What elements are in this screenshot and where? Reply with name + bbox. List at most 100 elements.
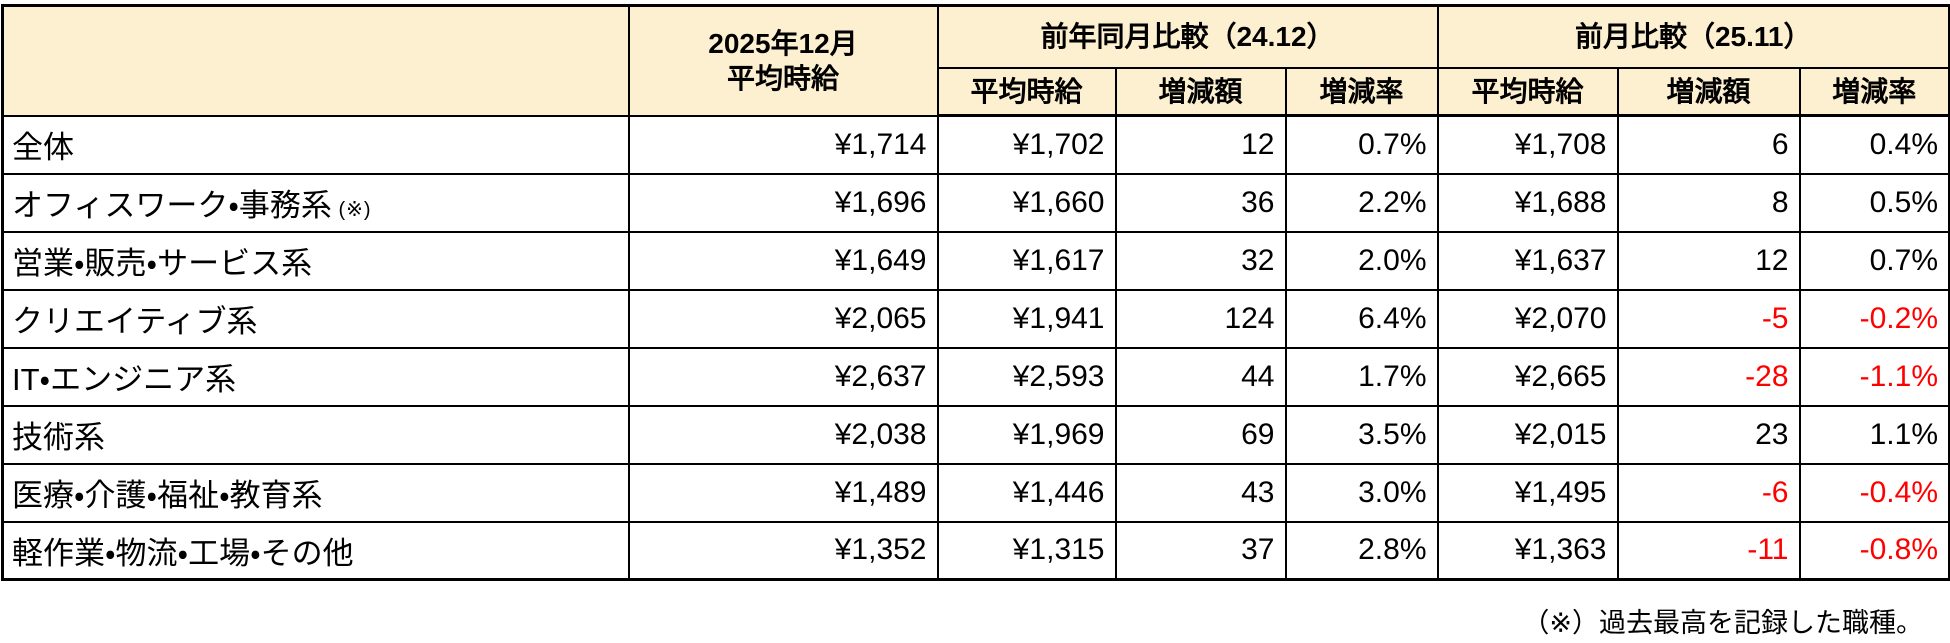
row-label-text: 技術系 [12, 420, 105, 455]
cell-mom-diff: 6 [1616, 114, 1801, 175]
cell-yoy-avg: ¥1,941 [936, 288, 1117, 349]
header-current-month-line1: 2025年12月 [708, 27, 858, 59]
row-label-text: クリエイティブ系 [12, 304, 258, 339]
row-label-suffix: (※) [331, 199, 372, 221]
row-label: 軽作業・物流・工場・その他 [1, 520, 630, 581]
cell-mom-avg: ¥1,708 [1436, 114, 1619, 175]
cell-mom-rate: -0.2% [1798, 288, 1950, 349]
cell-yoy-avg: ¥2,593 [936, 346, 1117, 407]
cell-yoy-diff: 69 [1114, 404, 1287, 465]
cell-current-avg: ¥1,714 [627, 114, 939, 175]
table-row-sales: 営業・販売・サービス系 ¥1,649 ¥1,617 32 2.0% ¥1,637… [1, 230, 1950, 291]
cell-current-avg: ¥1,696 [627, 172, 939, 233]
header-yoy-diff: 増減額 [1114, 66, 1287, 117]
cell-yoy-avg: ¥1,315 [936, 520, 1117, 581]
header-mom-group: 前月比較（25.11） [1436, 4, 1950, 69]
table-row-light-work: 軽作業・物流・工場・その他 ¥1,352 ¥1,315 37 2.8% ¥1,3… [1, 520, 1950, 581]
cell-mom-avg: ¥2,070 [1436, 288, 1619, 349]
cell-current-avg: ¥2,637 [627, 346, 939, 407]
cell-yoy-diff: 36 [1114, 172, 1287, 233]
cell-mom-rate: 1.1% [1798, 404, 1950, 465]
row-label: 技術系 [1, 404, 630, 465]
cell-yoy-rate: 3.5% [1284, 404, 1439, 465]
header-mom-diff: 増減額 [1616, 66, 1801, 117]
header-row-subcolumns: 平均時給 増減額 増減率 平均時給 増減額 増減率 [3, 66, 1950, 117]
cell-yoy-avg: ¥1,702 [936, 114, 1117, 175]
row-label-text: IT・エンジニア系 [12, 362, 237, 397]
cell-yoy-rate: 2.8% [1284, 520, 1439, 581]
cell-mom-diff: 12 [1616, 230, 1801, 291]
cell-yoy-avg: ¥1,446 [936, 462, 1117, 523]
row-label: 全体 [1, 114, 630, 175]
cell-mom-rate: 0.7% [1798, 230, 1950, 291]
header-yoy-group: 前年同月比較（24.12） [936, 4, 1439, 69]
cell-mom-avg: ¥1,495 [1436, 462, 1619, 523]
cell-mom-avg: ¥1,363 [1436, 520, 1619, 581]
cell-mom-avg: ¥1,688 [1436, 172, 1619, 233]
table-row-it-engineer: IT・エンジニア系 ¥2,637 ¥2,593 44 1.7% ¥2,665 -… [1, 346, 1950, 407]
cell-yoy-avg: ¥1,969 [936, 404, 1117, 465]
row-label-text: 軽作業・物流・工場・その他 [12, 535, 354, 571]
cell-current-avg: ¥1,489 [627, 462, 939, 523]
table-row-creative: クリエイティブ系 ¥2,065 ¥1,941 124 6.4% ¥2,070 -… [1, 288, 1950, 349]
cell-current-avg: ¥2,038 [627, 404, 939, 465]
wage-table: 2025年12月 平均時給 前年同月比較（24.12） 前月比較（25.11） … [1, 4, 1950, 581]
header-mom-avg: 平均時給 [1436, 66, 1619, 117]
cell-yoy-rate: 2.0% [1284, 230, 1439, 291]
cell-current-avg: ¥1,352 [627, 520, 939, 581]
footnote: （※）過去最高を記録した職種。 [1522, 608, 1923, 638]
header-mom-rate: 増減率 [1798, 66, 1950, 117]
row-label-text: オフィスワーク・事務系 [12, 188, 332, 223]
header-yoy-avg: 平均時給 [936, 66, 1117, 117]
cell-yoy-diff: 32 [1114, 230, 1287, 291]
header-yoy-rate: 増減率 [1284, 66, 1439, 117]
row-label-text: 全体 [12, 130, 74, 165]
cell-mom-rate: -0.8% [1798, 520, 1950, 581]
cell-mom-diff: 8 [1616, 172, 1801, 233]
row-label: オフィスワーク・事務系 (※) [1, 172, 630, 233]
cell-mom-avg: ¥2,015 [1436, 404, 1619, 465]
cell-mom-diff: -6 [1616, 462, 1801, 523]
cell-current-avg: ¥2,065 [627, 288, 939, 349]
table-row-overall: 全体 ¥1,714 ¥1,702 12 0.7% ¥1,708 6 0.4% [1, 114, 1950, 175]
cell-current-avg: ¥1,649 [627, 230, 939, 291]
cell-mom-rate: -1.1% [1798, 346, 1950, 407]
cell-mom-rate: -0.4% [1798, 462, 1950, 523]
cell-mom-diff: -5 [1616, 288, 1801, 349]
cell-yoy-diff: 44 [1114, 346, 1287, 407]
row-label: 営業・販売・サービス系 [1, 230, 630, 291]
table-row-office: オフィスワーク・事務系 (※) ¥1,696 ¥1,660 36 2.2% ¥1… [1, 172, 1950, 233]
cell-mom-rate: 0.4% [1798, 114, 1950, 175]
cell-yoy-diff: 124 [1114, 288, 1287, 349]
cell-yoy-rate: 2.2% [1284, 172, 1439, 233]
cell-yoy-diff: 12 [1114, 114, 1287, 175]
cell-yoy-rate: 3.0% [1284, 462, 1439, 523]
row-label-text: 営業・販売・サービス系 [12, 246, 313, 281]
cell-yoy-diff: 43 [1114, 462, 1287, 523]
row-label: クリエイティブ系 [1, 288, 630, 349]
cell-yoy-rate: 0.7% [1284, 114, 1439, 175]
table-row-technical: 技術系 ¥2,038 ¥1,969 69 3.5% ¥2,015 23 1.1% [1, 404, 1950, 465]
row-label: IT・エンジニア系 [1, 346, 630, 407]
cell-mom-diff: -28 [1616, 346, 1801, 407]
row-label-text: 医療・介護・福祉・教育系 [12, 478, 323, 513]
cell-yoy-avg: ¥1,617 [936, 230, 1117, 291]
row-label: 医療・介護・福祉・教育系 [1, 462, 630, 523]
cell-mom-diff: 23 [1616, 404, 1801, 465]
header-current-month: 2025年12月 平均時給 [627, 4, 939, 117]
cell-mom-rate: 0.5% [1798, 172, 1950, 233]
table-header: 2025年12月 平均時給 前年同月比較（24.12） 前月比較（25.11） … [1, 4, 1950, 117]
cell-mom-avg: ¥2,665 [1436, 346, 1619, 407]
header-current-month-line2: 平均時給 [726, 62, 839, 94]
header-row-groups: 2025年12月 平均時給 前年同月比較（24.12） 前月比較（25.11） [1, 4, 1950, 117]
cell-yoy-avg: ¥1,660 [936, 172, 1117, 233]
cell-mom-avg: ¥1,637 [1436, 230, 1619, 291]
table-row-medical-care: 医療・介護・福祉・教育系 ¥1,489 ¥1,446 43 3.0% ¥1,49… [1, 462, 1950, 523]
cell-yoy-diff: 37 [1114, 520, 1287, 581]
cell-mom-diff: -11 [1616, 520, 1801, 581]
cell-yoy-rate: 6.4% [1284, 288, 1439, 349]
table-body: 全体 ¥1,714 ¥1,702 12 0.7% ¥1,708 6 0.4% オ… [1, 114, 1950, 581]
cell-yoy-rate: 1.7% [1284, 346, 1439, 407]
header-empty-corner [1, 4, 630, 117]
